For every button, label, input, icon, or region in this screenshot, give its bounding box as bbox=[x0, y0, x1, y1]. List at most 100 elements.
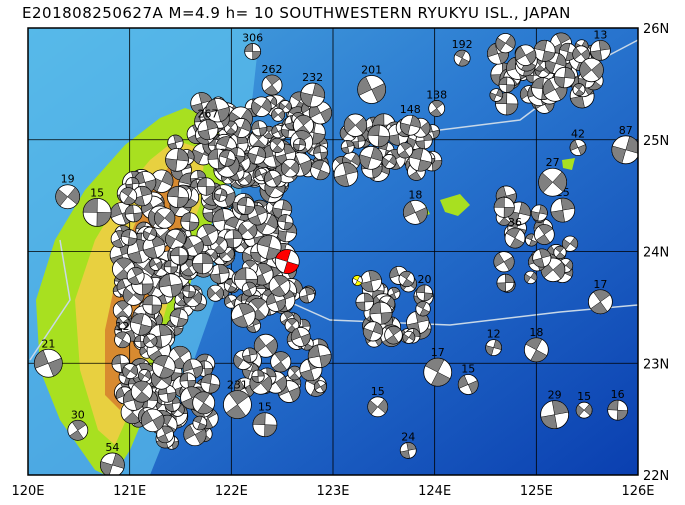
compressional-quadrant bbox=[530, 271, 538, 282]
compressional-quadrant bbox=[165, 158, 178, 172]
compressional-quadrant bbox=[205, 98, 218, 114]
compressional-quadrant bbox=[289, 161, 300, 175]
compressional-quadrant bbox=[194, 428, 207, 445]
compressional-quadrant bbox=[163, 259, 172, 268]
compressional-quadrant bbox=[175, 230, 186, 245]
compressional-quadrant bbox=[142, 283, 154, 296]
beachball: 306 bbox=[242, 31, 263, 60]
beachball bbox=[415, 301, 431, 317]
compressional-quadrant bbox=[149, 227, 157, 237]
compressional-quadrant bbox=[380, 311, 393, 325]
compressional-quadrant bbox=[202, 224, 218, 236]
compressional-quadrant bbox=[495, 37, 506, 52]
compressional-quadrant bbox=[115, 331, 127, 341]
compressional-quadrant bbox=[583, 403, 593, 416]
compressional-quadrant bbox=[400, 142, 412, 151]
depth-label: 262 bbox=[262, 63, 283, 76]
beachball bbox=[292, 138, 306, 152]
depth-label: 18 bbox=[529, 326, 543, 339]
compressional-quadrant bbox=[200, 373, 213, 384]
compressional-quadrant bbox=[131, 177, 140, 185]
compressional-quadrant bbox=[352, 275, 361, 281]
compressional-quadrant bbox=[259, 126, 268, 137]
depth-label: 24 bbox=[401, 430, 415, 443]
compressional-quadrant bbox=[244, 259, 257, 269]
compressional-quadrant bbox=[625, 136, 638, 154]
compressional-quadrant bbox=[591, 61, 604, 80]
compressional-quadrant bbox=[495, 186, 507, 200]
depth-label: 15 bbox=[577, 390, 591, 403]
beachball: 17 bbox=[587, 278, 613, 315]
compressional-quadrant bbox=[194, 391, 211, 404]
compressional-quadrant bbox=[164, 403, 174, 412]
lon-tick-label: 122E bbox=[215, 484, 248, 499]
beachball: 27 bbox=[538, 156, 567, 197]
beachball bbox=[247, 146, 267, 165]
compressional-quadrant bbox=[178, 255, 189, 265]
beachball bbox=[493, 251, 515, 273]
compressional-quadrant bbox=[302, 318, 311, 327]
compressional-quadrant bbox=[299, 138, 306, 146]
depth-label: 231 bbox=[227, 379, 248, 392]
compressional-quadrant bbox=[430, 371, 451, 387]
compressional-quadrant bbox=[205, 119, 219, 130]
beachball bbox=[381, 154, 397, 169]
beachball bbox=[238, 220, 258, 240]
compressional-quadrant bbox=[288, 386, 301, 403]
depth-label: 17 bbox=[431, 346, 445, 359]
depth-label: 15 bbox=[461, 362, 475, 375]
beachball bbox=[290, 327, 311, 347]
compressional-quadrant bbox=[271, 138, 283, 146]
compressional-quadrant bbox=[246, 281, 257, 290]
compressional-quadrant bbox=[217, 106, 230, 122]
beachball bbox=[369, 301, 393, 325]
compressional-quadrant bbox=[400, 122, 411, 136]
compressional-quadrant bbox=[234, 267, 247, 280]
lat-tick-label: 23N bbox=[643, 357, 669, 372]
beachball bbox=[213, 188, 228, 202]
compressional-quadrant bbox=[161, 170, 174, 187]
compressional-quadrant bbox=[503, 207, 515, 218]
compressional-quadrant bbox=[505, 34, 516, 49]
compressional-quadrant bbox=[177, 404, 185, 415]
compressional-quadrant bbox=[542, 50, 556, 62]
depth-label: 306 bbox=[242, 31, 263, 44]
beachball bbox=[572, 83, 586, 96]
compressional-quadrant bbox=[142, 295, 153, 306]
compressional-quadrant bbox=[416, 301, 427, 310]
compressional-quadrant bbox=[242, 354, 252, 363]
compressional-quadrant bbox=[272, 174, 282, 187]
beachball bbox=[169, 308, 189, 328]
beachball bbox=[116, 315, 130, 330]
compressional-quadrant bbox=[143, 230, 151, 241]
compressional-quadrant bbox=[423, 292, 433, 302]
compressional-quadrant bbox=[170, 283, 183, 298]
compressional-quadrant bbox=[531, 211, 540, 222]
compressional-quadrant bbox=[263, 132, 274, 139]
beachball bbox=[112, 300, 133, 321]
compressional-quadrant bbox=[467, 380, 479, 394]
lon-tick-label: 125E bbox=[520, 484, 553, 499]
beachball bbox=[200, 373, 221, 394]
compressional-quadrant bbox=[252, 51, 261, 60]
compressional-quadrant bbox=[496, 282, 507, 292]
compressional-quadrant bbox=[286, 318, 298, 326]
beachball bbox=[192, 415, 208, 431]
beachball bbox=[152, 354, 176, 379]
compressional-quadrant bbox=[398, 150, 410, 159]
compressional-quadrant bbox=[173, 346, 190, 358]
compressional-quadrant bbox=[264, 424, 278, 437]
beachball bbox=[130, 380, 153, 403]
compressional-quadrant bbox=[202, 252, 214, 264]
compressional-quadrant bbox=[281, 129, 290, 138]
compressional-quadrant bbox=[69, 429, 84, 441]
compressional-quadrant bbox=[417, 159, 432, 172]
beachball bbox=[223, 229, 243, 249]
compressional-quadrant bbox=[538, 224, 553, 235]
compressional-quadrant bbox=[271, 125, 279, 135]
compressional-quadrant bbox=[590, 301, 608, 315]
compressional-quadrant bbox=[165, 233, 176, 249]
compressional-quadrant bbox=[400, 450, 411, 459]
island-miyako bbox=[562, 158, 575, 170]
